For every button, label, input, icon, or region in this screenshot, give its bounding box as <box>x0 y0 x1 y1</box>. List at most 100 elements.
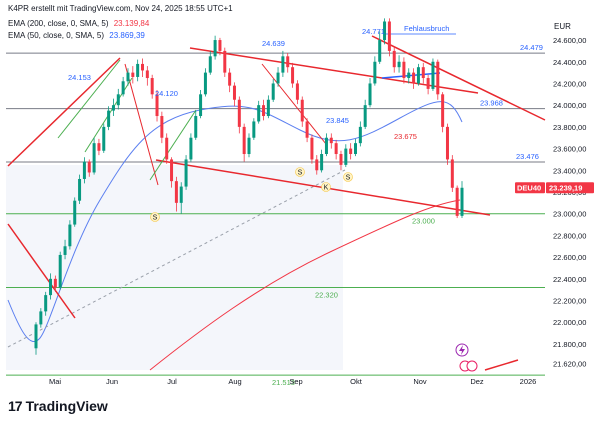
candle-body-54[interactable] <box>291 67 295 84</box>
candle-body-38[interactable] <box>213 40 217 57</box>
candle-body-24[interactable] <box>145 70 149 79</box>
candle-body-1[interactable] <box>34 324 38 349</box>
candle-body-43[interactable] <box>237 99 241 127</box>
candle-body-60[interactable] <box>320 154 324 171</box>
candle-body-28[interactable] <box>165 137 169 160</box>
ema50-legend[interactable]: EMA (50, close, 0, SMA, 5) 23.869,39 <box>8 31 145 40</box>
candle-body-50[interactable] <box>271 83 275 100</box>
candle-body-33[interactable] <box>189 137 193 160</box>
candle-body-71[interactable] <box>373 61 377 84</box>
candle-body-13[interactable] <box>92 143 96 173</box>
candle-body-85[interactable] <box>441 94 445 127</box>
candle-body-5[interactable] <box>53 278 57 288</box>
candle-body-89[interactable] <box>460 187 464 216</box>
candle-body-73[interactable] <box>383 21 387 41</box>
candle-body-65[interactable] <box>344 148 348 165</box>
candle-body-27[interactable] <box>160 116 164 138</box>
event-icons[interactable] <box>455 343 478 372</box>
candle-body-61[interactable] <box>324 137 328 155</box>
candle-body-42[interactable] <box>232 85 236 100</box>
candle-body-81[interactable] <box>421 67 425 79</box>
candle-body-22[interactable] <box>136 63 140 77</box>
candle-body-2[interactable] <box>39 311 43 325</box>
candle-body-6[interactable] <box>58 254 62 288</box>
candle-body-44[interactable] <box>242 126 246 155</box>
candle-body-59[interactable] <box>315 159 319 171</box>
candle-body-62[interactable] <box>329 137 333 144</box>
candle-body-75[interactable] <box>392 50 396 68</box>
candle-body-32[interactable] <box>184 159 188 187</box>
time-axis[interactable]: Mai Jun Jul Aug Sep Okt Nov Dez 2026 <box>49 377 536 386</box>
candle-body-63[interactable] <box>334 143 338 155</box>
ema200-legend[interactable]: EMA (200, close, 0, SMA, 5) 23.139,84 <box>8 19 149 28</box>
candle-body-55[interactable] <box>295 83 299 100</box>
candle-body-16[interactable] <box>107 110 111 127</box>
candle-body-80[interactable] <box>416 67 420 84</box>
tradingview-brand[interactable]: 17 TradingView <box>8 398 108 414</box>
candle-body-35[interactable] <box>199 94 203 117</box>
candle-body-3[interactable] <box>44 295 48 312</box>
candle-body-70[interactable] <box>368 83 372 106</box>
candle-body-12[interactable] <box>87 161 91 173</box>
candle-body-69[interactable] <box>363 105 367 127</box>
candle-body-66[interactable] <box>349 148 353 155</box>
candle-body-45[interactable] <box>247 137 251 155</box>
candle-body-19[interactable] <box>121 81 125 95</box>
candle-body-10[interactable] <box>78 178 82 201</box>
blue-breakout-line <box>381 72 441 79</box>
candle-body-64[interactable] <box>339 154 343 165</box>
price-axis[interactable]: 24.600,00 24.400,00 24.200,00 24.000,00 23.8… <box>553 36 586 368</box>
candle-body-25[interactable] <box>150 78 154 95</box>
candle-body-36[interactable] <box>203 72 207 95</box>
candle-body-39[interactable] <box>218 40 222 51</box>
candle-body-11[interactable] <box>82 161 86 179</box>
candle-body-82[interactable] <box>426 78 430 89</box>
candle-body-41[interactable] <box>228 72 232 86</box>
candle-body-26[interactable] <box>155 94 159 117</box>
candle-body-78[interactable] <box>407 72 411 79</box>
candle-body-37[interactable] <box>208 56 212 73</box>
candle-body-87[interactable] <box>450 159 454 188</box>
candle-body-46[interactable] <box>252 121 256 138</box>
candle-body-31[interactable] <box>179 186 183 203</box>
candle-body-56[interactable] <box>300 99 304 122</box>
annotation-24771: 24.771 <box>362 27 385 36</box>
candlestick-series[interactable] <box>34 18 464 355</box>
candle-body-67[interactable] <box>354 143 357 155</box>
candle-body-40[interactable] <box>223 50 227 73</box>
candle-body-8[interactable] <box>68 224 72 247</box>
candle-body-57[interactable] <box>305 121 309 138</box>
candle-body-17[interactable] <box>111 105 115 111</box>
candle-body-4[interactable] <box>49 278 53 296</box>
candle-body-79[interactable] <box>412 72 416 84</box>
candle-body-51[interactable] <box>276 72 280 84</box>
candle-body-76[interactable] <box>397 61 401 68</box>
candle-body-83[interactable] <box>431 61 435 89</box>
candle-body-72[interactable] <box>378 40 382 62</box>
candle-body-34[interactable] <box>194 116 198 138</box>
candle-body-84[interactable] <box>436 61 440 95</box>
candle-body-23[interactable] <box>141 63 144 71</box>
candle-body-21[interactable] <box>131 72 135 77</box>
candle-body-68[interactable] <box>358 126 362 144</box>
candle-body-48[interactable] <box>262 105 266 117</box>
candle-body-86[interactable] <box>445 126 449 160</box>
candle-body-30[interactable] <box>174 181 178 203</box>
candle-body-88[interactable] <box>455 187 459 216</box>
candle-body-9[interactable] <box>73 200 77 225</box>
dividend-event-icon-2[interactable] <box>466 360 478 372</box>
candle-body-47[interactable] <box>257 105 261 122</box>
candle-body-74[interactable] <box>387 21 391 51</box>
candle-body-29[interactable] <box>170 159 174 182</box>
candle-body-15[interactable] <box>102 126 106 151</box>
candle-body-52[interactable] <box>281 56 285 73</box>
candle-body-20[interactable] <box>126 72 130 82</box>
candle-body-77[interactable] <box>402 61 406 79</box>
candle-body-58[interactable] <box>310 137 314 160</box>
candle-body-18[interactable] <box>116 94 120 106</box>
candle-body-7[interactable] <box>63 246 67 255</box>
candle-body-53[interactable] <box>286 56 290 68</box>
candle-body-49[interactable] <box>266 99 270 117</box>
candle-body-14[interactable] <box>97 143 101 151</box>
